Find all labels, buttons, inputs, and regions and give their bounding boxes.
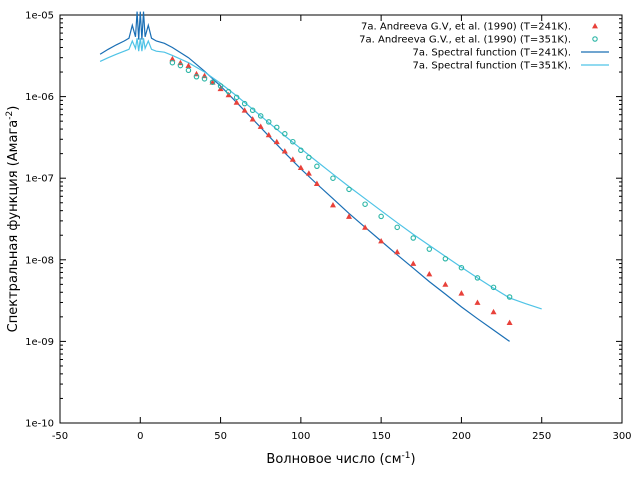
data-point-circle <box>233 94 240 101</box>
data-point-circle <box>265 119 272 125</box>
x-tick-label: 100 <box>291 431 310 442</box>
data-point-circle <box>314 163 320 170</box>
plot-frame <box>59 14 623 424</box>
data-point-circle <box>225 88 232 95</box>
data-point-circle <box>257 113 264 119</box>
axis-ticks: -50 0 50 100 150 200 250 300 1e-10 1e-09 1e-08 1e-0… <box>25 11 631 443</box>
data-point-triangle <box>305 170 312 176</box>
data-point-circle <box>346 186 352 193</box>
data-point-circle <box>442 256 449 262</box>
legend-swatch-circle <box>592 36 598 42</box>
data-point-triangle <box>257 123 264 129</box>
y-tick-label: 1e-06 <box>25 92 54 103</box>
data-point-circle <box>274 124 280 131</box>
data-point-circle <box>506 294 513 300</box>
data-point-circle <box>330 175 336 181</box>
data-point-triangle <box>273 138 280 145</box>
data-point-circle <box>426 246 433 252</box>
legend-label: 7a. Spectral function (T=241K). <box>413 48 571 59</box>
data-point-triangle <box>490 308 497 315</box>
data-point-circle <box>241 100 248 107</box>
data-point-triangle <box>442 281 449 287</box>
data-point-triangle <box>506 319 513 325</box>
data-point-triangle <box>329 201 336 208</box>
x-tick-label: -50 <box>52 431 68 442</box>
data-point-triangle <box>313 180 320 186</box>
y-tick-label: 1e-10 <box>25 419 54 430</box>
data-point-circle <box>362 201 368 207</box>
data-point-circle <box>201 76 208 82</box>
data-point-circle <box>209 79 216 85</box>
data-point-triangle <box>241 107 248 113</box>
data-point-circle <box>282 131 288 137</box>
legend-label: 7a. Andreeva G.V., et al. (1990) (T=351K… <box>359 35 571 46</box>
data-point-circle <box>394 224 400 231</box>
series-line-3 <box>99 11 510 342</box>
data-point-triangle <box>289 156 296 162</box>
y-axis-title: Спектральная функция (Амага-2) <box>5 106 21 333</box>
y-tick-label: 1e-09 <box>25 337 54 348</box>
data-point-circle <box>185 67 192 74</box>
data-point-triangle <box>297 164 304 170</box>
data-point-triangle <box>249 116 256 122</box>
data-point-triangle <box>378 237 385 244</box>
x-tick-label: 50 <box>214 431 227 442</box>
x-tick-label: 200 <box>452 431 471 442</box>
data-point-circle <box>474 275 481 281</box>
series-line-4 <box>99 38 542 310</box>
legend-label: 7a. Andreeva G.V, et al. (1990) (T=241K)… <box>361 22 571 33</box>
data-point-circle <box>410 235 417 241</box>
data-point-circle <box>290 138 296 145</box>
data-point-circle <box>249 107 256 114</box>
data-point-triangle <box>394 248 401 255</box>
data-point-triangle <box>362 224 369 230</box>
data-point-circle <box>177 62 184 69</box>
x-axis-title: Волновое число (см-1) <box>266 451 415 467</box>
data-point-circle <box>193 74 200 80</box>
x-tick-label: 150 <box>372 431 391 442</box>
y-tick-label: 1e-05 <box>25 11 54 22</box>
data-point-circle <box>378 213 384 220</box>
data-point-triangle <box>225 91 232 98</box>
legend-label: 7a. Spectral function (T=351K). <box>413 61 571 72</box>
data-point-triangle <box>426 270 433 277</box>
legend-swatch-triangle <box>592 23 598 29</box>
data-point-triangle <box>281 148 288 154</box>
legend: 7a. Andreeva G.V, et al. (1990) (T=241K)… <box>359 22 609 72</box>
data-point-triangle <box>169 55 176 62</box>
data-point-triangle <box>233 99 240 105</box>
x-tick-label: 300 <box>612 431 631 442</box>
series-group <box>99 11 542 342</box>
data-point-triangle <box>410 260 417 266</box>
data-point-circle <box>306 154 312 161</box>
y-tick-label: 1e-07 <box>25 174 54 185</box>
x-tick-label: 250 <box>532 431 551 442</box>
data-point-triangle <box>346 213 353 219</box>
data-point-triangle <box>474 299 481 305</box>
data-point-circle <box>490 284 497 291</box>
data-point-triangle <box>458 290 465 296</box>
y-tick-label: 1e-08 <box>25 255 54 266</box>
data-point-circle <box>298 147 304 154</box>
data-point-triangle <box>185 62 192 68</box>
data-point-circle <box>169 59 176 66</box>
data-point-circle <box>458 264 465 271</box>
data-point-triangle <box>265 131 272 138</box>
data-point-circle <box>217 83 224 89</box>
x-tick-label: 0 <box>137 431 143 442</box>
